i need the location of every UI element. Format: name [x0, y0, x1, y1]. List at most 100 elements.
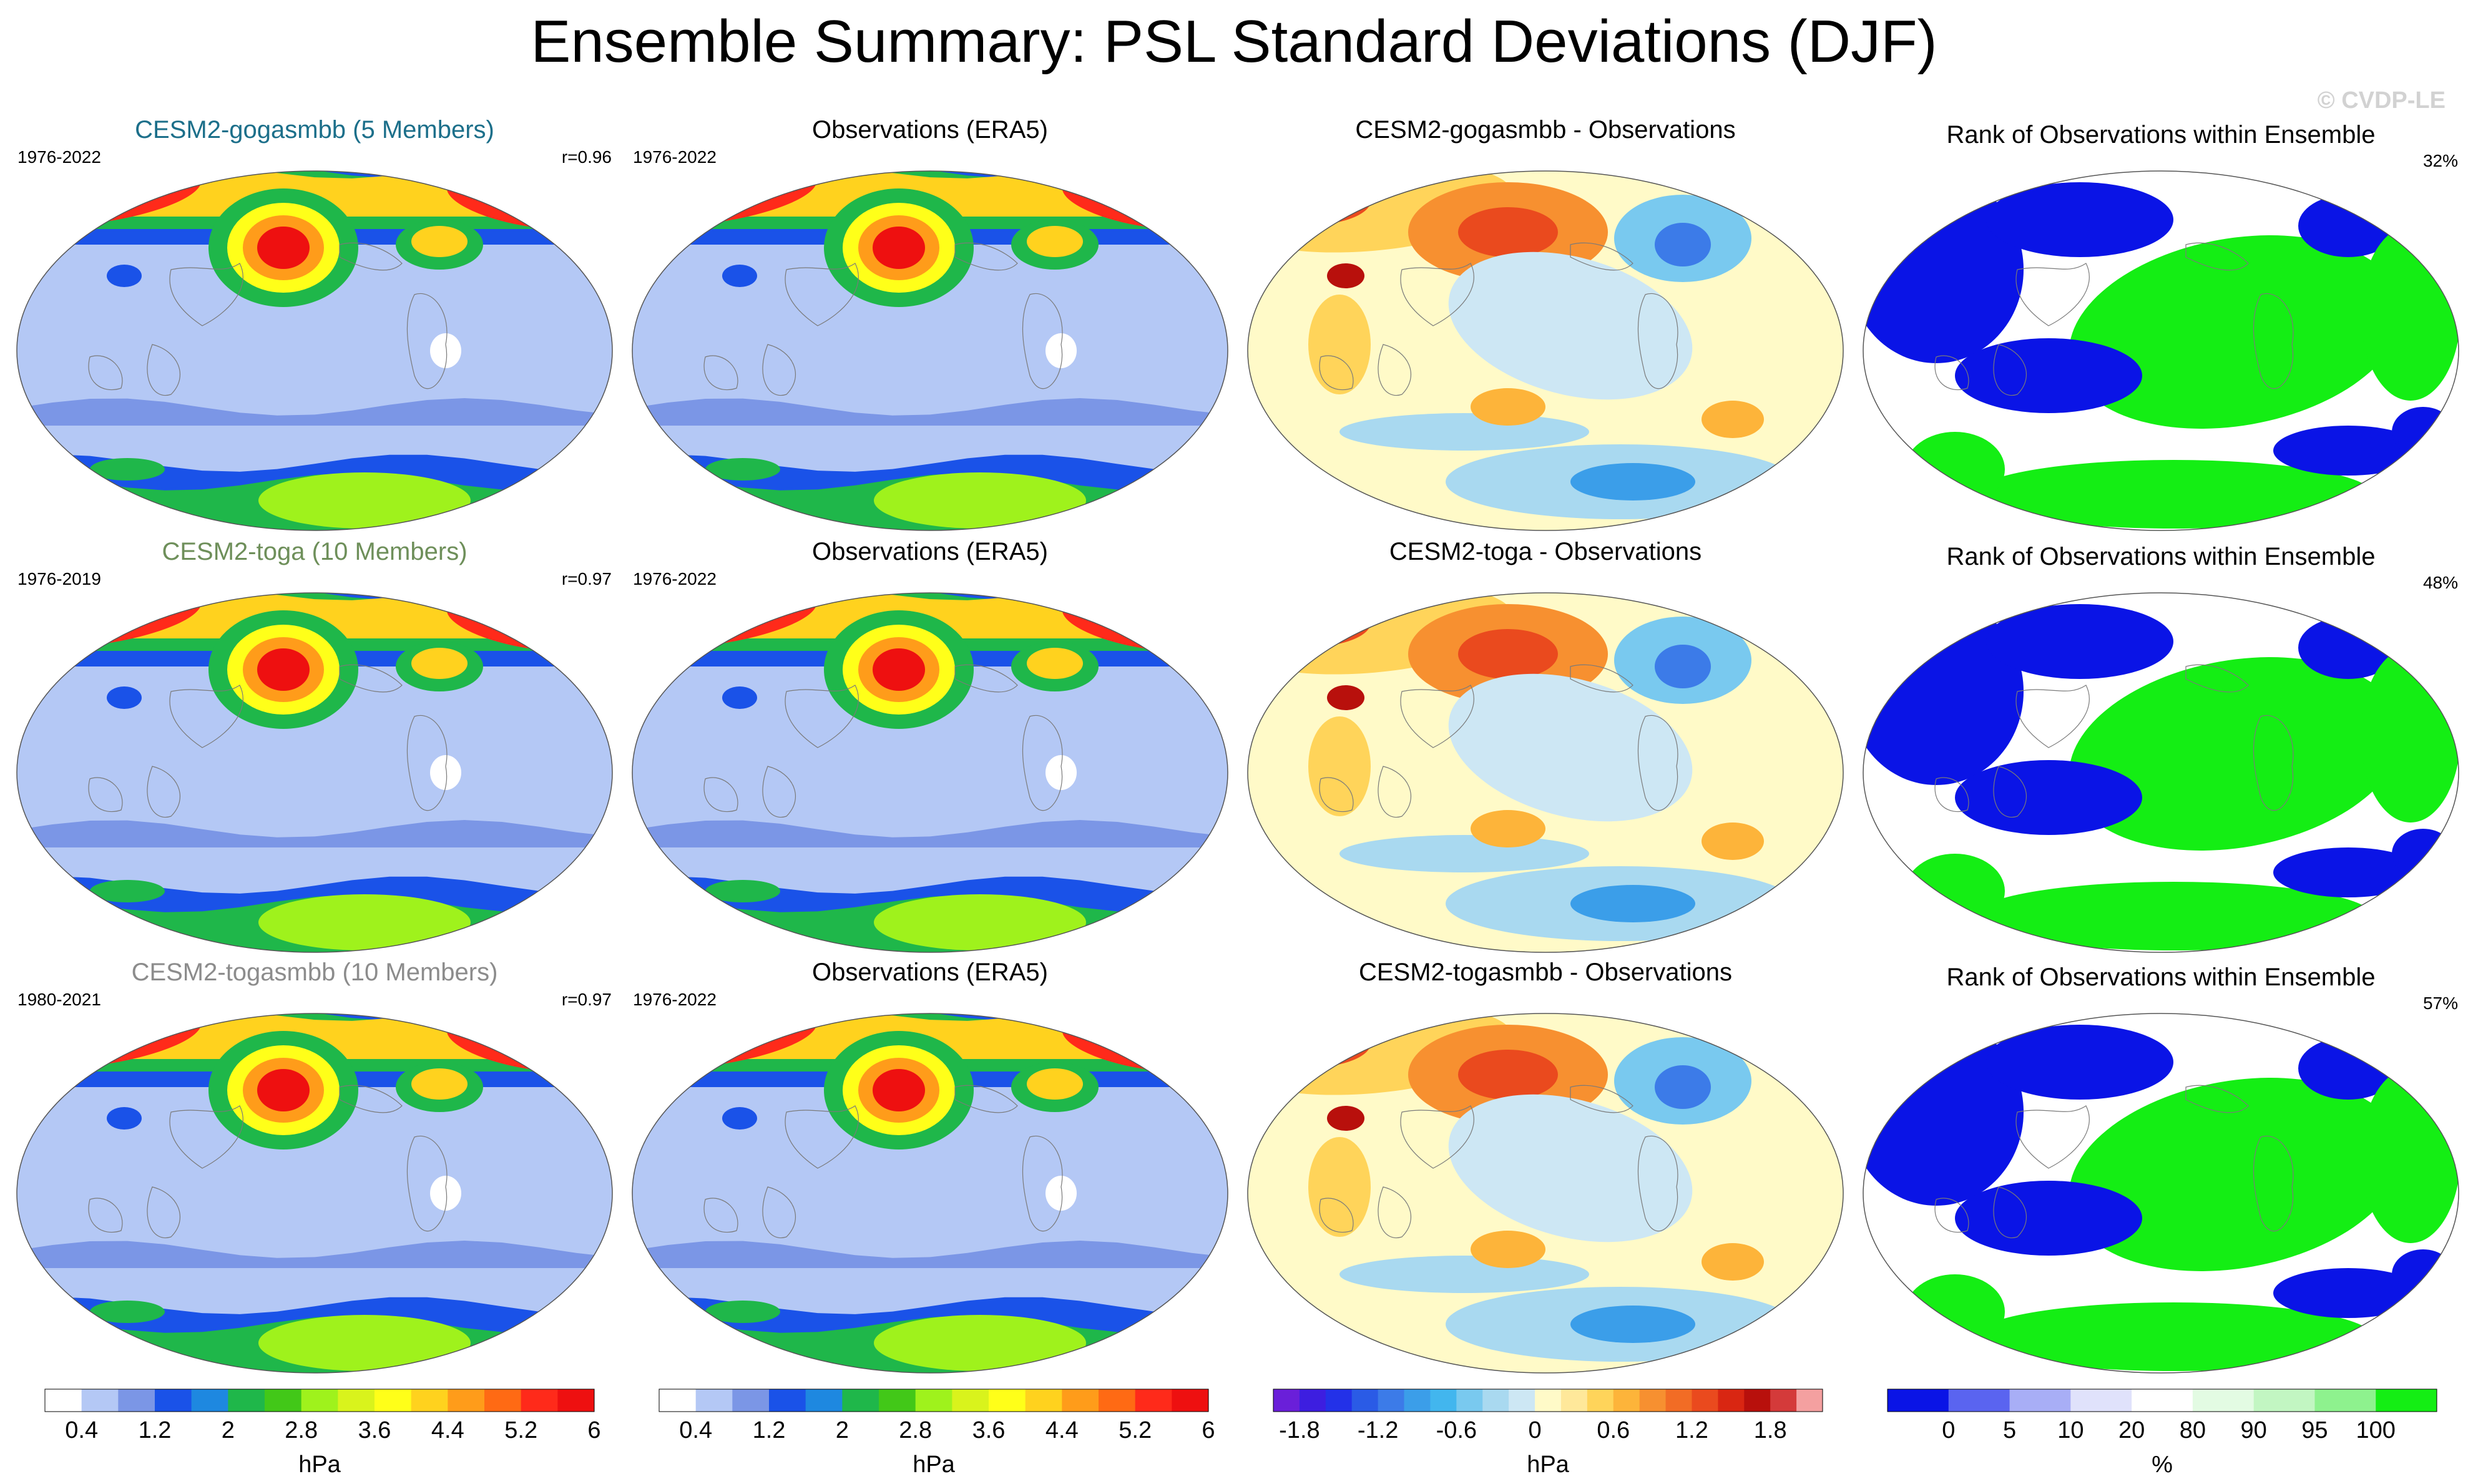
field-contour [1339, 1256, 1589, 1293]
field-contour [411, 648, 468, 679]
colorbar-frame [1273, 1389, 1823, 1412]
field-contour [1471, 388, 1545, 426]
colorbar-tick-label: -1.8 [1279, 1417, 1320, 1443]
colorbar-swatch [2314, 1389, 2376, 1412]
coastline [406, 1135, 448, 1232]
field-contour [107, 686, 142, 709]
years-label: 1976-2019 [17, 569, 101, 588]
field-contour [1955, 1181, 2142, 1256]
colorbar-swatch [1325, 1389, 1353, 1412]
colorbar-tick-label: 0 [1942, 1417, 1955, 1443]
panel-title: CESM2-togasmbb (10 Members) [131, 959, 498, 986]
field-contour [1448, 1094, 1693, 1242]
field-contour [1702, 823, 1764, 860]
colorbar-swatch [805, 1389, 843, 1412]
field-contour [1974, 460, 2373, 529]
panel-title: CESM2-gogasmbb (5 Members) [135, 116, 494, 144]
field-contour [107, 1107, 142, 1130]
map-field-group [17, 171, 612, 530]
field-contour [258, 1315, 471, 1371]
difference-map [1247, 1013, 1844, 1374]
colorbar-swatch [265, 1389, 302, 1412]
coastline [2015, 263, 2090, 326]
colorbar-tick-label: 1.2 [139, 1417, 172, 1443]
coastline [954, 242, 1018, 271]
colorbar-swatch [1718, 1389, 1745, 1412]
field-contour [257, 227, 310, 269]
rank-map [1863, 170, 2459, 531]
coastline [339, 664, 403, 693]
coastline [1637, 293, 1678, 389]
panel-model-row3: CESM2-togasmbb (10 Members) 1980-2021 r=… [9, 957, 620, 1382]
field-contour [1308, 295, 1371, 394]
colorbar-swatch [375, 1389, 412, 1412]
coastline [1022, 715, 1063, 811]
coastline [1993, 1186, 2027, 1239]
rank-percent-label: 57% [2422, 993, 2458, 1013]
colorbar-swatch [484, 1389, 522, 1412]
field-contour [1955, 760, 2142, 835]
colorbar-frame [1887, 1389, 2437, 1412]
colorbar-tick-label: -0.6 [1436, 1417, 1477, 1443]
years-label: 1976-2022 [633, 569, 717, 588]
colorbar-tick-label: 6 [1202, 1417, 1215, 1443]
field-contour [2392, 1249, 2454, 1299]
colorbar-tick-label: 6 [587, 1417, 600, 1443]
map-outline [1247, 1013, 1844, 1374]
map-field-group [632, 1013, 1228, 1373]
colorbar-tick-label: 2 [222, 1417, 235, 1443]
panel-title: CESM2-toga - Observations [1389, 538, 1702, 565]
colorbar-swatch [1299, 1389, 1326, 1412]
colorbar-tick-label: 0.6 [1597, 1417, 1630, 1443]
panel-model-row1: CESM2-gogasmbb (5 Members) 1976-2022 r=0… [9, 115, 620, 539]
colorbar-tick-label: 95 [2301, 1417, 2328, 1443]
difference-map [1247, 592, 1844, 953]
std-map-obs [632, 592, 1228, 953]
colorbar-tick-label: 1.8 [1754, 1417, 1787, 1443]
panel-title: Observations (ERA5) [812, 959, 1048, 986]
field-contour [2273, 847, 2423, 897]
colorbar-swatch [1456, 1389, 1483, 1412]
field-contour [2069, 1078, 2403, 1271]
field-contour [1986, 182, 2173, 257]
field-band [17, 398, 612, 426]
std-map-obs [632, 1013, 1228, 1374]
field-contour [1471, 1231, 1545, 1268]
coastline [1400, 1105, 1474, 1169]
field-contour [1308, 1137, 1371, 1237]
colorbar-tick-label: 5 [2003, 1417, 2016, 1443]
field-contour [1045, 1176, 1077, 1211]
coastline [169, 1105, 243, 1169]
colorbar-tick-label: 10 [2057, 1417, 2084, 1443]
coastline [1570, 242, 1633, 271]
field-contour [1458, 629, 1558, 679]
colorbar-swatch [1665, 1389, 1692, 1412]
field-contour [411, 1068, 468, 1100]
colorbar-swatch [557, 1389, 595, 1412]
coastline [1637, 1135, 1678, 1232]
field-contour [1702, 1243, 1764, 1281]
field-contour [1027, 226, 1083, 257]
colorbar-swatch [1692, 1389, 1718, 1412]
field-contour [1458, 1050, 1558, 1100]
colorbar-swatch [1613, 1389, 1640, 1412]
map-field-group [1863, 1013, 2459, 1373]
colorbar-tick-label: 3.6 [972, 1417, 1006, 1443]
coastline [1319, 355, 1354, 391]
coastline [2185, 1085, 2249, 1113]
field-contour [1702, 401, 1764, 438]
figure-title: Ensemble Summary: PSL Standard Deviation… [531, 8, 1937, 75]
field-contour [90, 1301, 165, 1323]
std-map-model [16, 592, 613, 953]
colorbar-rank: 0 5 10 20 80 90 95 100 % [1881, 1384, 2443, 1478]
coastline [1378, 766, 1412, 818]
field-contour [1471, 810, 1545, 847]
colorbar-swatch [695, 1389, 733, 1412]
field-contour [1448, 251, 1693, 400]
coastline [1022, 293, 1063, 389]
map-field-group [632, 593, 1228, 952]
field-contour [1905, 1274, 2005, 1349]
map-outline [16, 1013, 613, 1374]
rank-map [1863, 592, 2459, 953]
colorbar-swatch [2070, 1389, 2132, 1412]
